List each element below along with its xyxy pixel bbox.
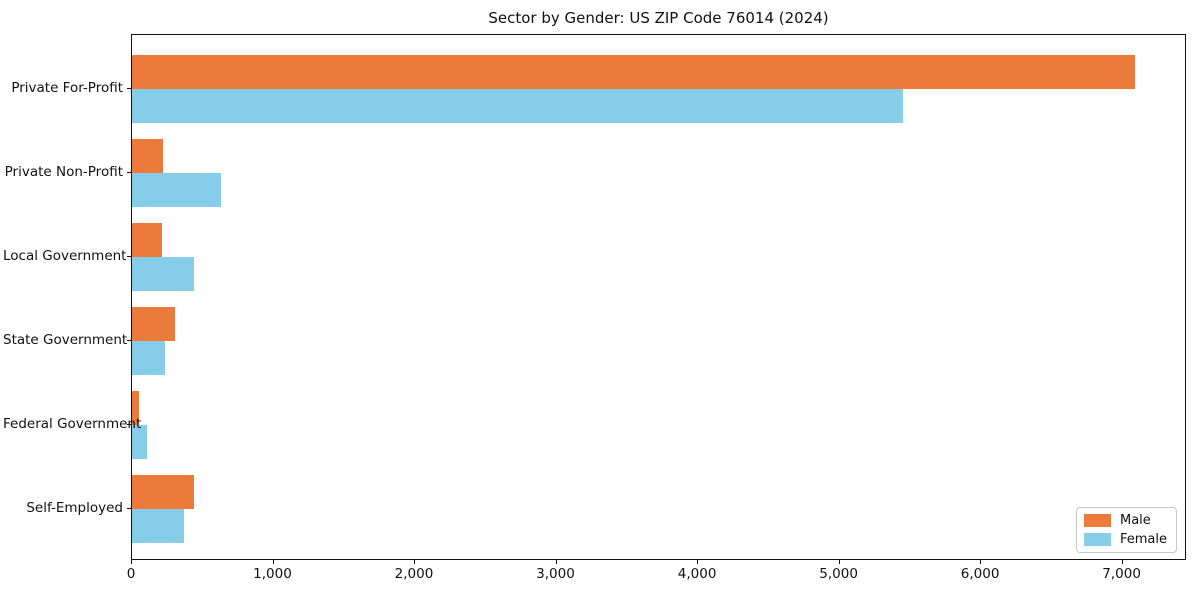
chart-title: Sector by Gender: US ZIP Code 76014 (202… [488,9,829,27]
bars-layer [132,35,1185,559]
y-tick-mark [127,508,131,509]
x-tick-label-3-000: 3,000 [536,566,575,582]
bar-male-private-non-profit [132,139,164,173]
x-tick-mark [980,560,982,564]
x-tick-label-6-000: 6,000 [960,566,1000,582]
y-tick-label-private-for-profit: Private For-Profit [11,80,123,96]
y-tick-mark [127,172,131,173]
bar-female-self-employed [132,509,184,543]
x-tick-mark [272,560,274,564]
x-tick-mark [697,560,699,564]
plot-area: Male Female [131,34,1186,560]
bar-female-federal-government [132,425,147,459]
legend-swatch-male [1083,514,1111,527]
x-tick-mark [131,560,132,564]
x-tick-label-7-000: 7,000 [1102,566,1141,582]
legend-entry-male: Male [1083,513,1167,528]
bar-male-state-government [132,307,175,341]
bar-male-federal-government [132,391,140,425]
x-tick-label-5-000: 5,000 [819,566,858,582]
bar-male-private-for-profit [132,55,1136,89]
legend: Male Female [1075,507,1177,553]
x-tick-mark [414,560,415,564]
bar-female-private-non-profit [132,173,222,207]
y-tick-label-federal-government: Federal Government [3,416,142,432]
x-tick-label-0: 0 [126,566,136,582]
bar-female-local-government [132,257,194,291]
bar-female-private-for-profit [132,89,904,123]
bar-male-local-government [132,223,162,257]
x-tick-mark [555,560,557,564]
y-tick-mark [127,88,131,89]
x-tick-label-1-000: 1,000 [253,566,292,582]
y-tick-label-local-government: Local Government [3,248,127,264]
y-tick-label-self-employed: Self-Employed [26,500,123,516]
legend-label-female: Female [1119,532,1167,547]
legend-swatch-female [1083,533,1111,546]
legend-label-male: Male [1119,513,1151,528]
x-tick-label-4-000: 4,000 [677,566,717,582]
y-tick-label-state-government: State Government [3,332,128,348]
y-tick-mark [127,424,131,425]
x-tick-mark [838,560,840,564]
bar-female-state-government [132,341,165,375]
y-tick-label-private-non-profit: Private Non-Profit [4,164,123,180]
x-tick-mark [1121,560,1123,564]
bar-male-self-employed [132,475,195,509]
y-tick-mark [127,256,131,257]
y-tick-mark [127,340,131,341]
x-tick-label-2-000: 2,000 [394,566,434,582]
legend-entry-female: Female [1083,532,1167,547]
